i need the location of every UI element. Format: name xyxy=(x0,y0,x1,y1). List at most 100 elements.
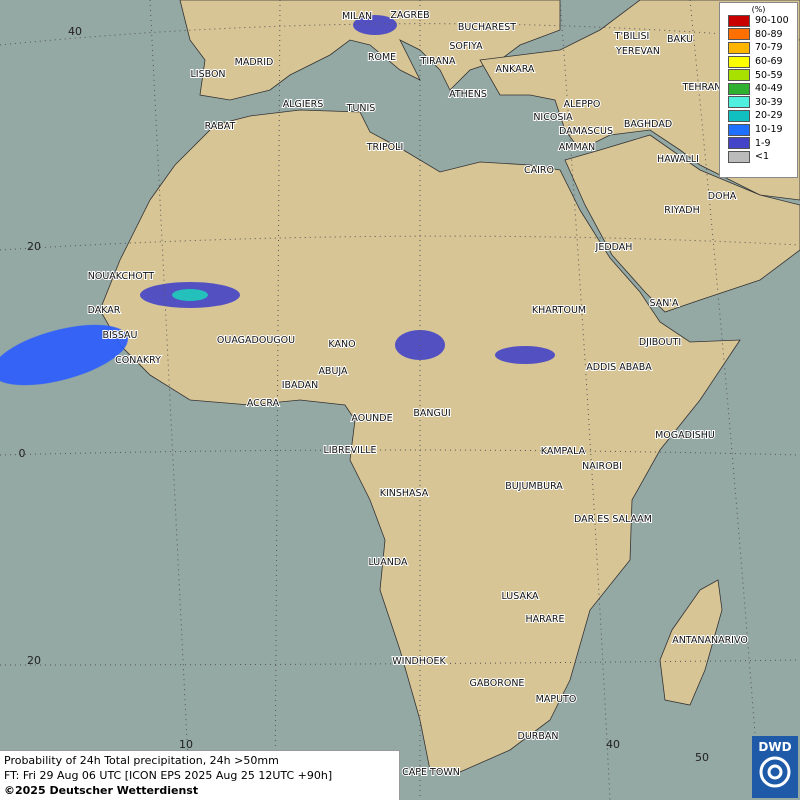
city-label: MAPUTO xyxy=(536,694,577,705)
city-label: OUAGADOUGOU xyxy=(217,335,295,346)
legend-swatch xyxy=(728,82,750,95)
city-label: DOHA xyxy=(708,191,737,202)
city-label: TIRANA xyxy=(420,56,456,67)
city-label: TRIPOLI xyxy=(366,142,404,153)
grid-label: 20 xyxy=(27,240,41,253)
city-label: LIBREVILLE xyxy=(323,445,376,456)
city-label: NOUAKCHOTT xyxy=(88,271,155,282)
city-label: DAKAR xyxy=(88,305,121,316)
legend-item: 70-79 xyxy=(728,41,797,55)
city-label: MOGADISHU xyxy=(655,430,715,441)
city-label: BISSAU xyxy=(102,330,137,341)
city-label: KHARTOUM xyxy=(532,305,586,316)
legend-label: 50-59 xyxy=(755,69,783,81)
city-label: T'BILISI xyxy=(614,31,650,42)
legend-swatch xyxy=(728,69,750,82)
city-label: ROME xyxy=(368,52,396,63)
legend-item: <1 xyxy=(728,150,797,164)
city-label: BUCHAREST xyxy=(458,22,516,33)
legend-item: 90-100 xyxy=(728,14,797,28)
city-label: TUNIS xyxy=(346,103,376,114)
city-label: ATHENS xyxy=(449,89,487,100)
city-label: ALGIERS xyxy=(283,99,324,110)
city-label: KAMPALA xyxy=(541,446,586,457)
logo: DWD xyxy=(752,736,798,798)
city-label: MILAN xyxy=(342,11,372,22)
madagascar xyxy=(659,579,723,706)
legend-label: 80-89 xyxy=(755,28,783,40)
legend-swatch xyxy=(728,123,750,136)
legend-item: 1-9 xyxy=(728,136,797,150)
legend-item: 80-89 xyxy=(728,28,797,42)
city-label: DAMASCUS xyxy=(559,126,613,137)
grid-label: 40 xyxy=(606,738,620,751)
legend-label: <1 xyxy=(755,151,770,163)
legend-swatch xyxy=(728,41,750,54)
caption-line: Probability of 24h Total precipitation, … xyxy=(4,754,279,767)
city-label: ADDIS ABABA xyxy=(586,362,652,373)
legend-item: 10-19 xyxy=(728,123,797,137)
city-label: AMMAN xyxy=(559,142,596,153)
legend-item: 60-69 xyxy=(728,55,797,69)
city-label: ANTANANARIVO xyxy=(672,635,748,646)
caption: Probability of 24h Total precipitation, … xyxy=(0,750,400,800)
city-label: NICOSIA xyxy=(533,112,573,123)
legend-label: 10-19 xyxy=(755,124,783,136)
logo-icon xyxy=(759,756,791,788)
precipitation xyxy=(0,15,555,386)
city-label: CAPE TOWN xyxy=(402,767,460,778)
legend-items: 90-100 80-89 70-79 60-69 50-59 40-49 30-39 20-2… xyxy=(720,14,797,164)
legend-label: 90-100 xyxy=(755,15,789,27)
labels: MILAN ZAGREB BUCHAREST SOFIYA T'BILISI BAKU YE… xyxy=(19,9,749,779)
city-label: JEDDAH xyxy=(595,242,633,253)
city-label: RABAT xyxy=(205,121,236,132)
grid-label: 10 xyxy=(179,738,193,751)
city-label: AOUNDE xyxy=(351,413,392,424)
city-label: DURBAN xyxy=(518,731,559,742)
city-label: KINSHASA xyxy=(380,488,429,499)
city-label: LUANDA xyxy=(368,557,408,568)
city-label: LUSAKA xyxy=(501,591,539,602)
legend-label: 1-9 xyxy=(755,137,771,149)
copyright: ©2025 Deutscher Wetterdienst xyxy=(4,784,199,797)
city-label: TEHRAN xyxy=(682,82,722,93)
legend-item: 20-29 xyxy=(728,109,797,123)
legend-label: 60-69 xyxy=(755,56,783,68)
grid-label: 50 xyxy=(695,751,709,764)
city-label: ZAGREB xyxy=(390,10,429,21)
legend-label: 30-39 xyxy=(755,96,783,108)
europe xyxy=(179,0,561,101)
legend-label: 20-29 xyxy=(755,110,783,122)
city-label: DJIBOUTI xyxy=(639,337,681,348)
legend-swatch xyxy=(728,109,750,122)
precip-area xyxy=(353,15,397,35)
city-label: GABORONE xyxy=(470,678,525,689)
legend: (%) 90-100 80-89 70-79 60-69 50-59 40-49 30-39… xyxy=(719,2,798,178)
city-label: ABUJA xyxy=(318,366,348,377)
grid-label: 0 xyxy=(19,447,26,460)
city-label: YEREVAN xyxy=(615,46,660,57)
city-label: BAGHDAD xyxy=(624,119,672,130)
precip-area xyxy=(0,324,128,386)
city-label: ANKARA xyxy=(496,64,535,75)
arabia xyxy=(564,134,800,313)
land xyxy=(99,0,800,773)
legend-swatch xyxy=(728,96,750,109)
city-label: IBADAN xyxy=(282,380,319,391)
precip-area xyxy=(172,289,208,301)
city-label: ACCRA xyxy=(247,398,280,409)
city-label: CONAKRY xyxy=(115,355,161,366)
legend-item: 30-39 xyxy=(728,96,797,110)
city-label: ALEPPO xyxy=(564,99,601,110)
city-label: BAKU xyxy=(667,34,693,45)
city-label: BUJUMBURA xyxy=(505,481,563,492)
grid-label: 40 xyxy=(68,25,82,38)
legend-swatch xyxy=(728,14,750,27)
city-label: HARARE xyxy=(526,614,565,625)
city-label: LISBON xyxy=(190,69,225,80)
city-label: RIYADH xyxy=(664,205,699,216)
city-label: CAIRO xyxy=(524,165,554,176)
